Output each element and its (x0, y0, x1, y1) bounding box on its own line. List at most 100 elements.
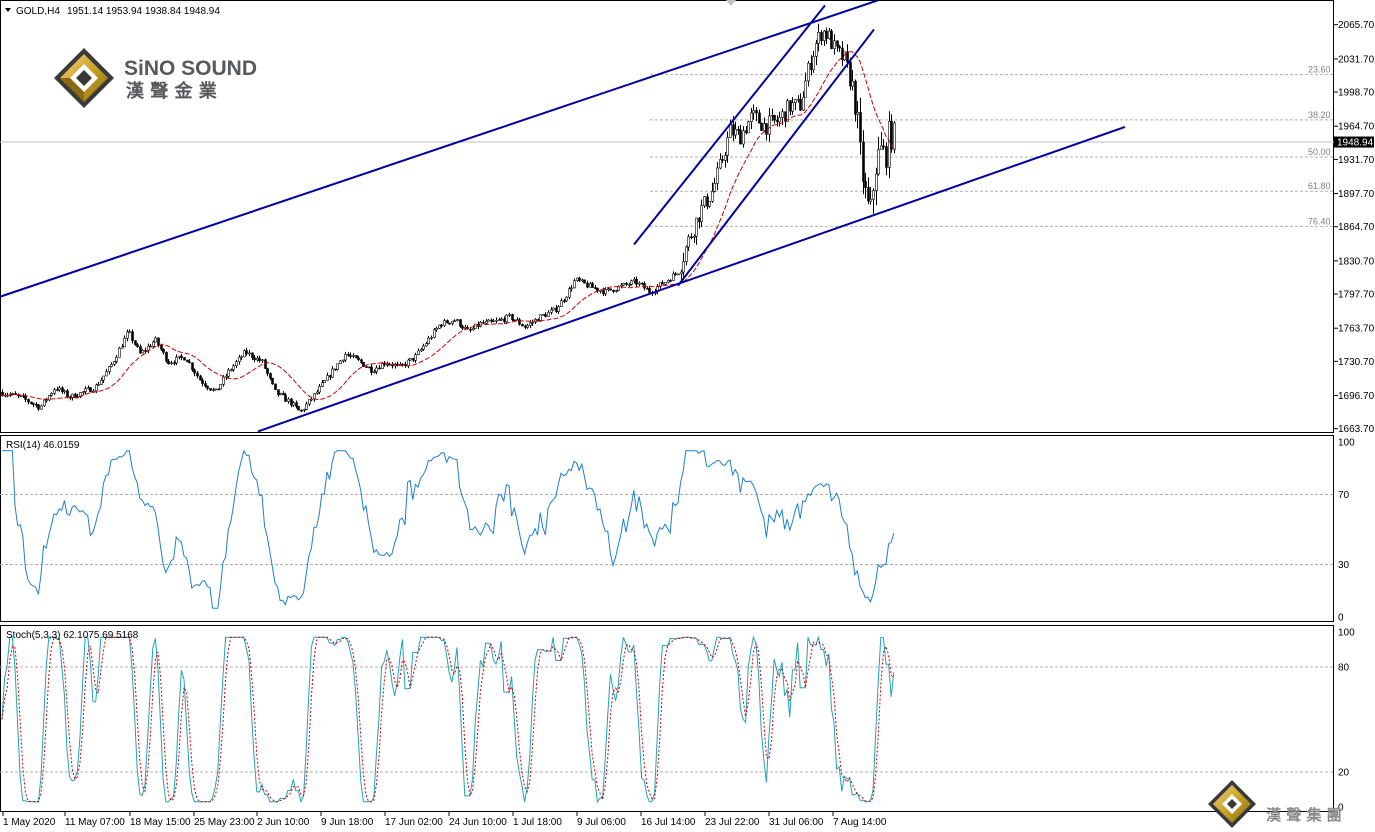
candle-body (820, 32, 823, 42)
symbol-label: GOLD,H4 (16, 6, 60, 17)
scroll-marker-icon[interactable] (726, 0, 736, 6)
current-price-tag: 1948.94 (1334, 136, 1374, 149)
candle-body (173, 362, 176, 365)
candle-body (511, 314, 514, 321)
stoch-signal-series (1, 636, 895, 803)
candle-body (734, 128, 737, 136)
candle-body (786, 100, 789, 122)
candle-body (791, 102, 794, 112)
candle-body (409, 357, 412, 361)
candle-body (407, 359, 410, 367)
candle-body (565, 296, 568, 302)
candle-body (136, 344, 139, 347)
candle-body (243, 350, 246, 358)
candle-body (152, 341, 155, 347)
candle-body (43, 399, 46, 407)
candle-body (893, 122, 896, 150)
price-tick-label: 1730.70 (1338, 357, 1375, 368)
candle-body (100, 379, 103, 385)
price-tick-label: 1864.70 (1338, 222, 1375, 233)
candle-body (568, 288, 571, 298)
candle-body (347, 354, 350, 356)
trendline-steep-upper[interactable] (633, 4, 826, 246)
brand-name-cn: 漢 聲 金 業 (126, 80, 218, 102)
candle-body (186, 359, 189, 363)
candle-body (266, 368, 269, 374)
candle-body (729, 124, 732, 138)
candle-body (219, 384, 222, 390)
candle-body (547, 312, 550, 317)
price-tick-label: 2065.70 (1338, 20, 1375, 31)
candle-body (856, 112, 859, 115)
candle-body (469, 328, 472, 331)
candle-body (165, 352, 168, 362)
candle-body (799, 98, 802, 111)
candle-body (245, 350, 248, 355)
candle-body (802, 96, 805, 111)
candle-body (89, 387, 92, 393)
candle-body (344, 354, 347, 361)
price-tick-label: 1897.70 (1338, 189, 1375, 200)
price-tick-label: 1763.70 (1338, 324, 1375, 335)
candle-body (199, 375, 202, 381)
time-tick-label: 16 Jul 14:00 (641, 817, 696, 828)
candle-body (693, 236, 696, 238)
trendlines[interactable] (0, 0, 1126, 433)
candle-body (253, 357, 256, 361)
stoch-tick-label: 100 (1338, 628, 1355, 639)
candle-body (492, 320, 495, 323)
dropdown-arrow-icon[interactable] (5, 8, 11, 12)
candle-body (19, 395, 22, 397)
candle-body (84, 388, 87, 392)
candle-body (277, 389, 280, 395)
candle-body (269, 373, 272, 379)
candle-body (812, 56, 815, 71)
candle-body (139, 346, 142, 354)
time-tick-label: 7 Aug 14:00 (833, 817, 887, 828)
candle-body (672, 273, 675, 281)
candle-body (375, 367, 378, 373)
candle-body (357, 357, 360, 361)
diamond-logo-small-icon (1208, 780, 1256, 828)
trendline-upper-channel[interactable] (0, 0, 879, 298)
stoch-axis: 100 80 20 0 (0, 628, 1355, 814)
candle-body (425, 343, 428, 347)
candle-body (222, 376, 225, 385)
candle-body (544, 314, 547, 317)
candle-body (206, 385, 209, 389)
candle-body (290, 398, 293, 406)
candle-body (518, 319, 521, 325)
svg-text:1948.94: 1948.94 (1337, 138, 1374, 149)
candle-body (427, 337, 430, 344)
candle-body (875, 173, 878, 191)
candle-body (217, 388, 220, 391)
candle-body (755, 110, 758, 114)
candle-body (690, 236, 693, 239)
candle-body (292, 402, 295, 406)
rsi-line (2, 449, 895, 609)
candle-body (765, 123, 768, 135)
candle-body (846, 51, 849, 63)
candle-body (45, 399, 48, 402)
time-tick-label: 31 Jul 06:00 (769, 817, 824, 828)
candle-body (487, 319, 490, 322)
candle-body (505, 314, 508, 323)
candle-body (526, 325, 529, 328)
time-tick-label: 17 Jun 02:00 (385, 817, 443, 828)
trendline-steep-lower[interactable] (677, 28, 875, 287)
moving-average (1, 51, 895, 401)
candle-body (287, 398, 290, 402)
time-tick-label: 25 May 23:00 (194, 817, 255, 828)
ma-line (1, 51, 895, 401)
candle-body (583, 279, 586, 284)
trendline-lower-channel[interactable] (257, 125, 1126, 433)
candle-body (230, 369, 233, 372)
fibonacci-levels: 23.60 38.20 50.00 61.80 76.40 (650, 65, 1333, 227)
time-tick-label: 9 Jun 18:00 (321, 817, 374, 828)
candle-body (352, 355, 355, 357)
candle-body (758, 112, 761, 124)
candle-body (459, 319, 462, 327)
candle-body (760, 122, 763, 131)
candle-body (227, 369, 230, 377)
